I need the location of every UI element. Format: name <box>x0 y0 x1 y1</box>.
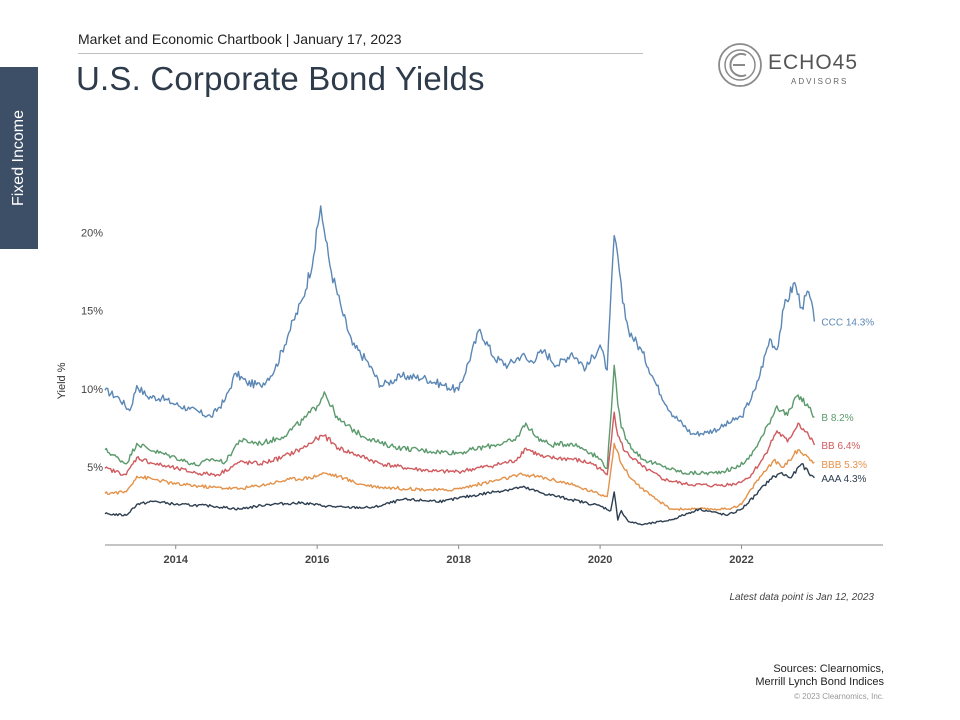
sources-line-2: Merrill Lynch Bond Indices <box>755 676 884 688</box>
bond-yield-chart: Yield % 5% 10% 15% 20% 2014 2016 2018 2020 2022… <box>56 205 883 566</box>
company-logo: ECHO45 ADVISORS <box>716 41 876 89</box>
series-line-ccc <box>104 205 816 437</box>
x-tick-label: 2020 <box>588 554 612 566</box>
series-line-bbb <box>104 442 815 511</box>
logo-tagline: ADVISORS <box>791 77 849 86</box>
series-line-bb <box>104 411 816 488</box>
y-axis-label: Yield % <box>56 362 68 399</box>
series-end-label-ccc: CCC 14.3% <box>821 318 874 329</box>
series-end-label-bb: BB 6.4% <box>821 441 860 452</box>
logo-wordmark: ECHO45 <box>768 51 859 74</box>
series-end-label-b: B 8.2% <box>821 413 853 424</box>
page-subtitle: Market and Economic Chartbook | January … <box>78 31 402 47</box>
series-line-aaa <box>104 463 815 526</box>
y-tick-label: 20% <box>81 228 103 240</box>
side-tab: Fixed Income <box>0 67 38 249</box>
latest-data-note: Latest data point is Jan 12, 2023 <box>729 592 874 603</box>
page-title: U.S. Corporate Bond Yields <box>76 60 485 97</box>
x-axis: 2014 2016 2018 2020 2022 <box>105 544 883 566</box>
x-tick-label: 2018 <box>446 554 470 566</box>
y-tick-label: 15% <box>81 306 103 318</box>
series-end-label-bbb: BBB 5.3% <box>821 460 867 471</box>
series-lines <box>104 205 816 526</box>
series-end-label-aaa: AAA 4.3% <box>821 474 866 485</box>
header-divider <box>78 53 643 54</box>
y-axis-title: Yield % <box>56 362 68 399</box>
series-line-b <box>104 364 815 476</box>
side-tab-label: Fixed Income <box>10 109 27 207</box>
logo-mark-icon <box>718 43 762 87</box>
sources-line-1: Sources: Clearnomics, <box>773 663 884 675</box>
y-tick-label: 5% <box>87 462 103 474</box>
sources: Sources: Clearnomics, Merrill Lynch Bond… <box>755 663 884 689</box>
copyright: © 2023 Clearnomics, Inc. <box>794 692 884 701</box>
x-tick-label: 2022 <box>729 554 753 566</box>
y-axis-ticks: 5% 10% 15% 20% <box>81 228 103 474</box>
x-tick-label: 2016 <box>305 554 329 566</box>
x-tick-label: 2014 <box>163 554 188 566</box>
y-tick-label: 10% <box>81 384 103 396</box>
series-end-labels: CCC 14.3% B 8.2% BB 6.4% BBB 5.3% AAA 4.3% <box>821 318 874 485</box>
